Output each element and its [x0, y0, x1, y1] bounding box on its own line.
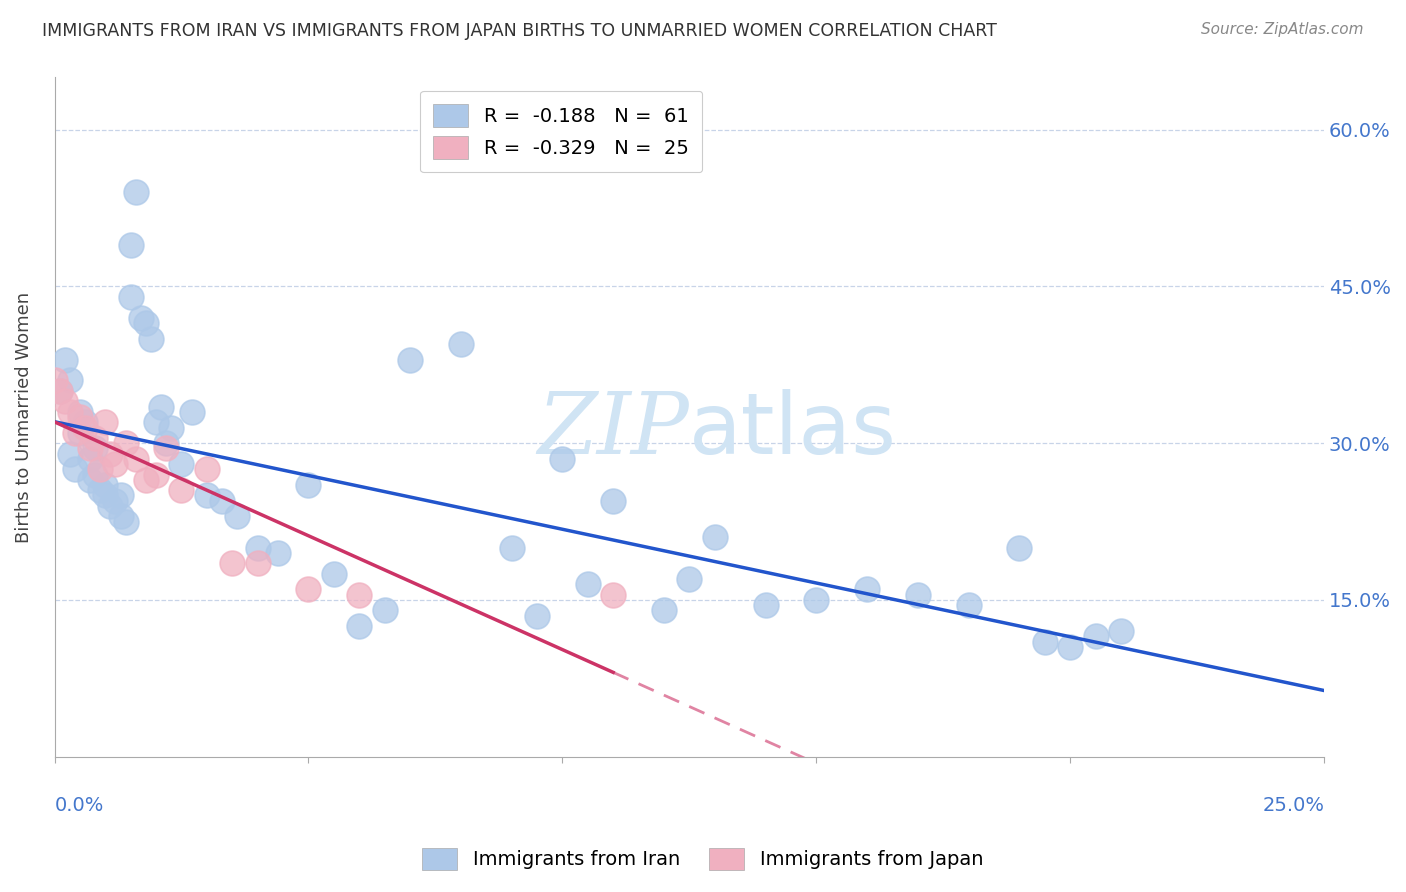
Point: [63, 462, 86, 476]
Point: [84, 467, 107, 482]
Point: [180, 405, 202, 419]
Point: [69, 410, 91, 425]
Point: [246, 541, 269, 555]
Point: [125, 451, 148, 466]
Text: Source: ZipAtlas.com: Source: ZipAtlas.com: [1201, 22, 1364, 37]
Point: [907, 588, 929, 602]
Point: [856, 582, 879, 597]
Point: [150, 400, 173, 414]
Point: [526, 608, 548, 623]
Point: [501, 541, 523, 555]
Point: [73, 420, 96, 434]
Point: [100, 499, 122, 513]
Point: [155, 442, 177, 456]
Point: [349, 619, 371, 633]
Point: [48, 384, 70, 398]
Text: ZIP: ZIP: [537, 389, 689, 472]
Point: [297, 582, 319, 597]
Point: [267, 546, 290, 560]
Point: [195, 488, 218, 502]
Point: [53, 352, 76, 367]
Point: [246, 557, 269, 571]
Point: [221, 557, 243, 571]
Point: [100, 447, 122, 461]
Point: [1008, 541, 1031, 555]
Text: 25.0%: 25.0%: [1263, 796, 1324, 814]
Point: [602, 588, 624, 602]
Point: [114, 515, 136, 529]
Point: [195, 462, 218, 476]
Y-axis label: Births to Unmarried Women: Births to Unmarried Women: [15, 292, 32, 542]
Legend: Immigrants from Iran, Immigrants from Japan: Immigrants from Iran, Immigrants from Ja…: [415, 839, 991, 878]
Point: [48, 384, 70, 398]
Point: [576, 577, 599, 591]
Point: [84, 442, 107, 456]
Point: [145, 415, 167, 429]
Point: [120, 290, 142, 304]
Point: [104, 493, 127, 508]
Point: [806, 593, 828, 607]
Point: [59, 405, 82, 419]
Point: [135, 473, 157, 487]
Text: 0.0%: 0.0%: [55, 796, 104, 814]
Point: [114, 436, 136, 450]
Point: [84, 431, 107, 445]
Point: [129, 310, 152, 325]
Point: [551, 451, 574, 466]
Legend: R =  -0.188   N =  61, R =  -0.329   N =  25: R = -0.188 N = 61, R = -0.329 N = 25: [420, 91, 703, 172]
Point: [145, 467, 167, 482]
Point: [125, 186, 148, 200]
Point: [211, 493, 233, 508]
Point: [155, 436, 177, 450]
Point: [754, 598, 776, 612]
Point: [120, 237, 142, 252]
Point: [79, 442, 101, 456]
Point: [69, 425, 91, 440]
Point: [678, 572, 700, 586]
Point: [1059, 640, 1081, 654]
Point: [104, 457, 127, 471]
Point: [79, 451, 101, 466]
Point: [79, 473, 101, 487]
Point: [297, 478, 319, 492]
Point: [139, 332, 162, 346]
Point: [957, 598, 980, 612]
Point: [94, 478, 117, 492]
Point: [602, 493, 624, 508]
Point: [399, 352, 422, 367]
Point: [170, 483, 193, 498]
Point: [450, 337, 472, 351]
Point: [135, 316, 157, 330]
Point: [63, 425, 86, 440]
Point: [89, 483, 111, 498]
Point: [322, 566, 344, 581]
Point: [1109, 624, 1132, 639]
Point: [160, 420, 183, 434]
Point: [1033, 634, 1056, 648]
Point: [73, 415, 96, 429]
Point: [226, 509, 249, 524]
Point: [110, 509, 132, 524]
Point: [652, 603, 675, 617]
Point: [94, 415, 117, 429]
Point: [703, 530, 725, 544]
Point: [374, 603, 396, 617]
Point: [69, 405, 91, 419]
Point: [59, 374, 82, 388]
Point: [170, 457, 193, 471]
Point: [110, 488, 132, 502]
Point: [53, 394, 76, 409]
Point: [94, 488, 117, 502]
Point: [89, 462, 111, 476]
Text: IMMIGRANTS FROM IRAN VS IMMIGRANTS FROM JAPAN BIRTHS TO UNMARRIED WOMEN CORRELAT: IMMIGRANTS FROM IRAN VS IMMIGRANTS FROM …: [42, 22, 997, 40]
Text: atlas: atlas: [689, 389, 897, 472]
Point: [1084, 630, 1107, 644]
Point: [44, 374, 66, 388]
Point: [349, 588, 371, 602]
Point: [59, 447, 82, 461]
